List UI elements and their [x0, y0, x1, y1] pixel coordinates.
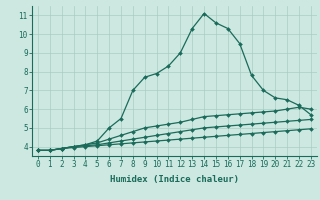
X-axis label: Humidex (Indice chaleur): Humidex (Indice chaleur) [110, 175, 239, 184]
